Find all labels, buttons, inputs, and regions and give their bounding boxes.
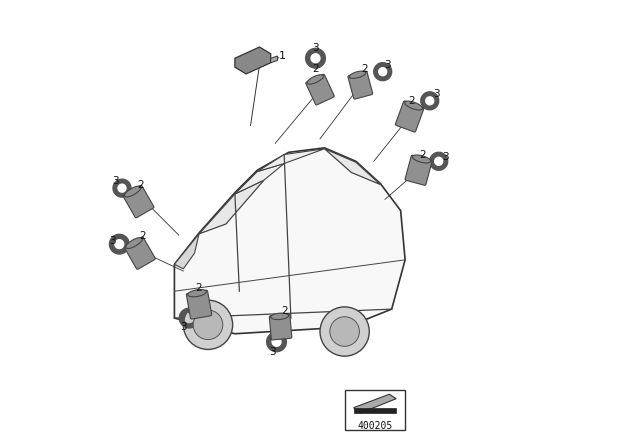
- Text: 3: 3: [442, 152, 449, 162]
- Polygon shape: [199, 180, 264, 234]
- Polygon shape: [324, 149, 380, 185]
- FancyBboxPatch shape: [269, 314, 292, 340]
- Text: 3: 3: [180, 322, 187, 332]
- Ellipse shape: [188, 289, 206, 297]
- Ellipse shape: [126, 237, 142, 249]
- FancyBboxPatch shape: [186, 290, 212, 319]
- FancyBboxPatch shape: [123, 185, 154, 218]
- Circle shape: [184, 300, 233, 349]
- Text: 2: 2: [408, 96, 415, 106]
- FancyBboxPatch shape: [125, 237, 156, 269]
- Text: 2: 2: [281, 306, 287, 316]
- Polygon shape: [174, 148, 405, 334]
- Polygon shape: [257, 149, 324, 172]
- FancyBboxPatch shape: [306, 74, 334, 105]
- Circle shape: [320, 307, 369, 356]
- FancyBboxPatch shape: [345, 390, 405, 430]
- Text: 3: 3: [109, 236, 116, 246]
- Text: 3: 3: [433, 89, 440, 99]
- FancyBboxPatch shape: [405, 155, 432, 185]
- Text: 2: 2: [195, 283, 202, 293]
- Ellipse shape: [271, 313, 289, 319]
- Text: 2: 2: [138, 180, 144, 190]
- Polygon shape: [235, 47, 271, 74]
- Text: 2: 2: [420, 150, 426, 159]
- Polygon shape: [354, 408, 396, 413]
- Polygon shape: [271, 56, 278, 63]
- Text: 2: 2: [312, 65, 319, 74]
- Polygon shape: [235, 164, 284, 194]
- Text: 3: 3: [269, 347, 276, 357]
- Circle shape: [193, 310, 223, 340]
- Polygon shape: [354, 394, 396, 413]
- Ellipse shape: [307, 75, 323, 84]
- Text: 2: 2: [140, 231, 147, 241]
- Text: 3: 3: [112, 177, 118, 186]
- Text: 3: 3: [312, 43, 319, 53]
- Ellipse shape: [412, 155, 431, 163]
- Ellipse shape: [349, 71, 366, 78]
- Text: 2: 2: [362, 65, 368, 74]
- Polygon shape: [174, 234, 199, 269]
- Text: 1: 1: [278, 51, 285, 61]
- Text: 3: 3: [384, 60, 390, 70]
- Circle shape: [330, 317, 360, 346]
- FancyBboxPatch shape: [348, 71, 372, 99]
- Text: 400205: 400205: [357, 421, 392, 431]
- Ellipse shape: [124, 186, 141, 197]
- Ellipse shape: [404, 101, 422, 110]
- FancyBboxPatch shape: [396, 101, 424, 132]
